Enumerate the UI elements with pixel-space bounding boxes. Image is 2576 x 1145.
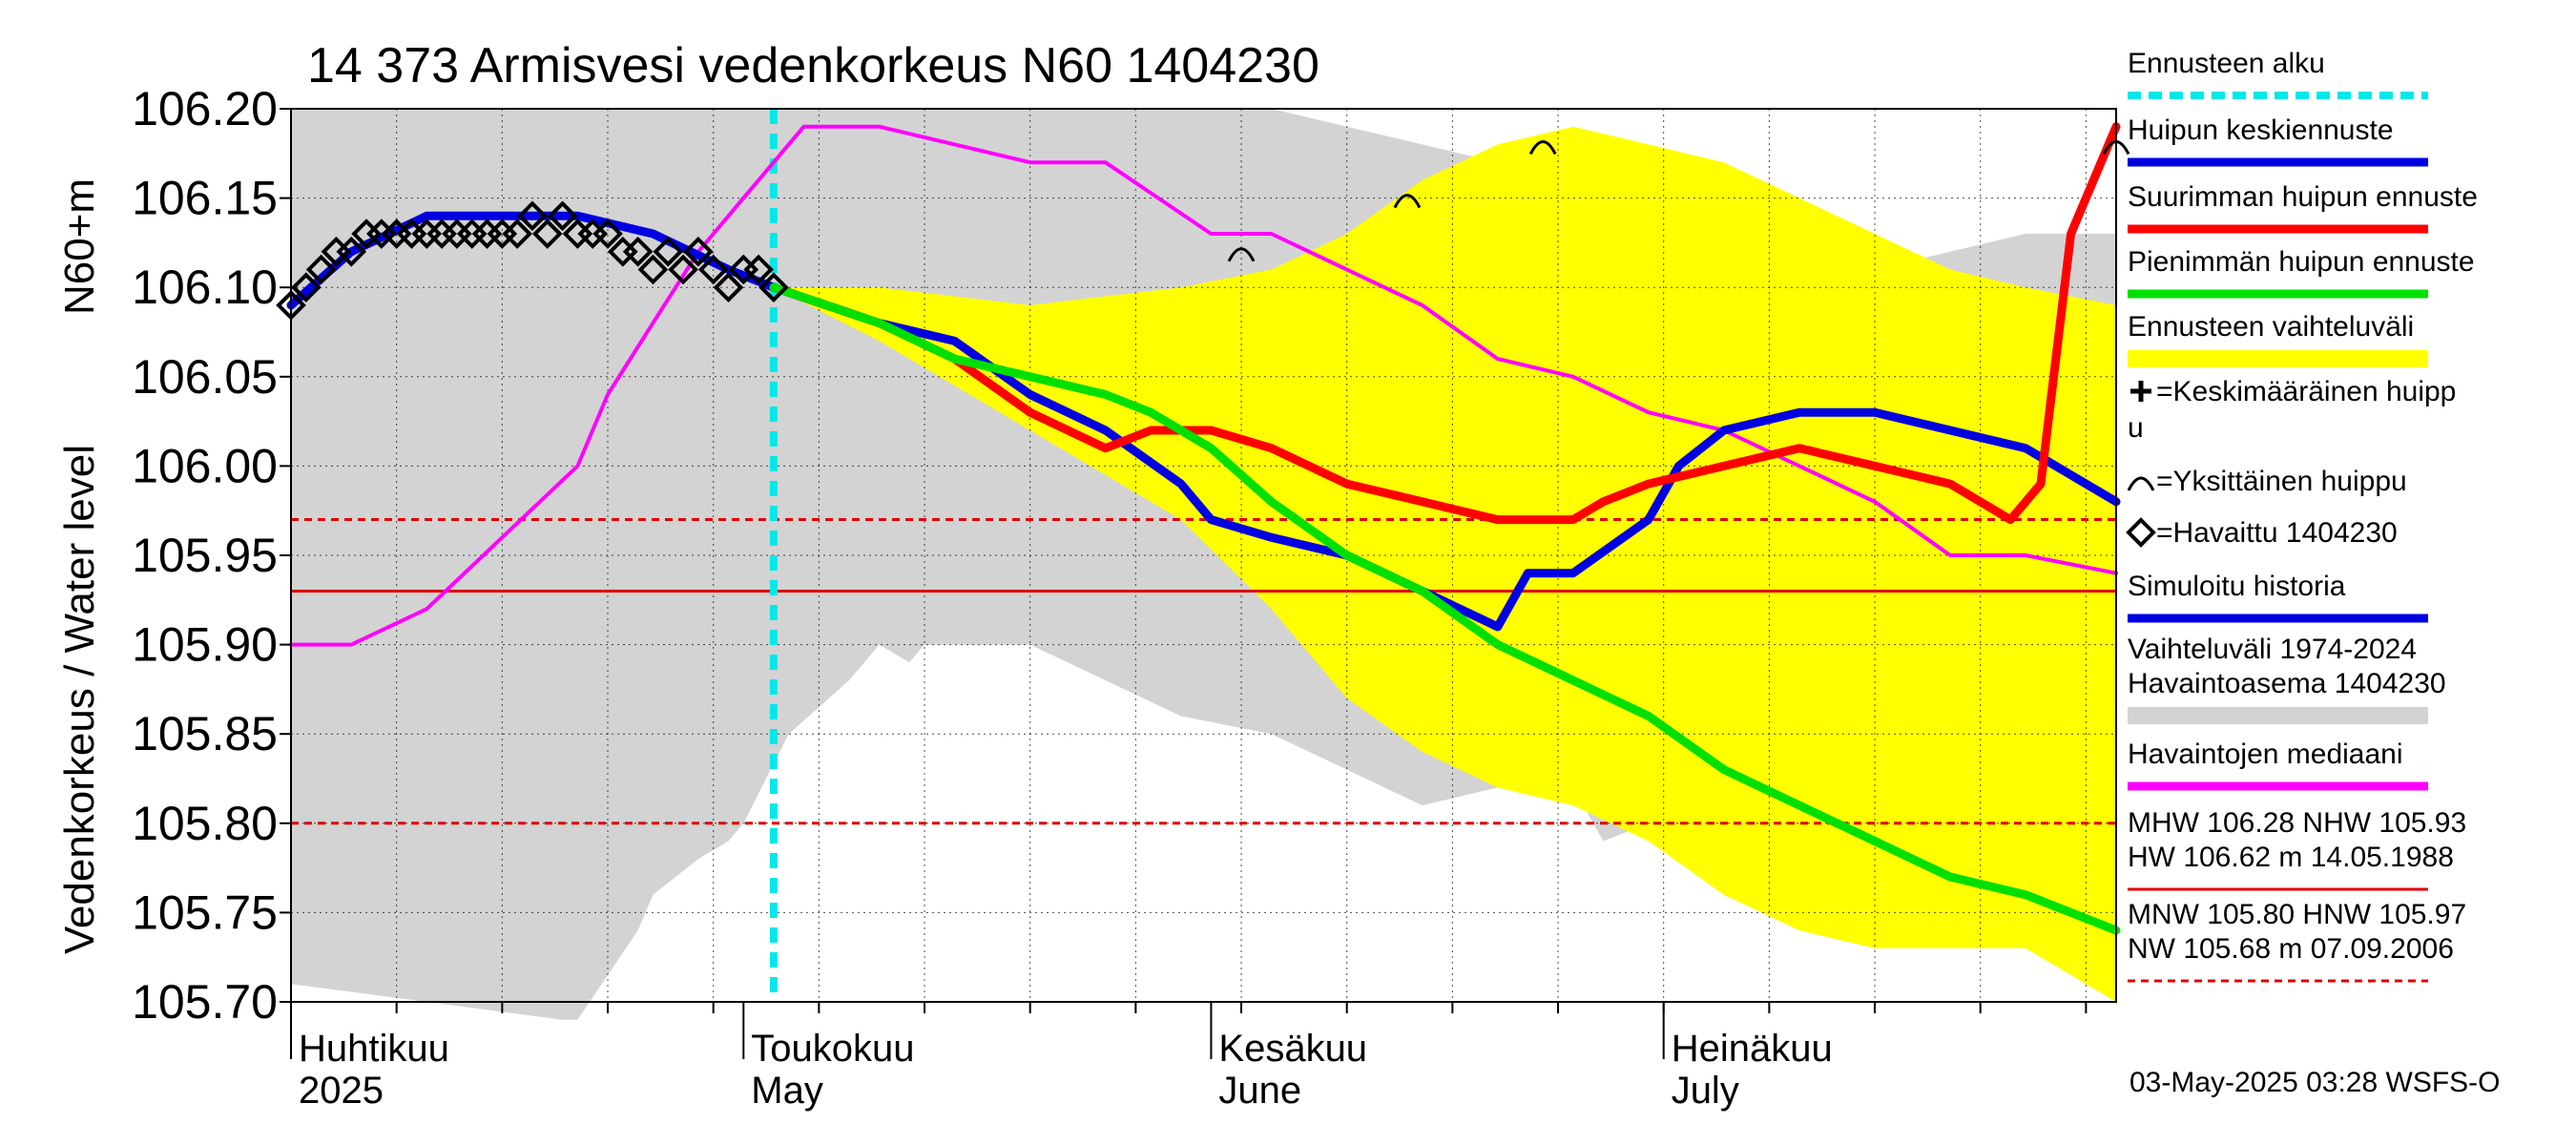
observed-point	[531, 219, 563, 249]
legend-label-cont: NW 105.68 m 07.09.2006	[2128, 933, 2454, 965]
legend-label: =Yksittäinen huippu	[2156, 466, 2407, 497]
observed-point	[502, 219, 532, 249]
legend-label: Ennusteen vaihteluväli	[2128, 311, 2414, 343]
chart-title: 14 373 Armisvesi vedenkorkeus N60 140423…	[307, 38, 1319, 94]
legend-label: Pienimmän huipun ennuste	[2128, 246, 2475, 278]
y-axis-unit: N60+m	[56, 178, 103, 315]
observed-point	[758, 272, 789, 303]
legend: Ennusteen alku Huipun keskiennuste Suurimm…	[2126, 48, 2478, 983]
observed-point	[668, 254, 698, 285]
legend-item: Pienimmän huipun ennuste	[2128, 246, 2475, 299]
observed-point	[697, 254, 729, 285]
individual-peak-marker	[1528, 139, 1557, 156]
footer-timestamp: 03-May-2025 03:28 WSFS-O	[2129, 1067, 2501, 1098]
y-tick-label: 105.90	[132, 618, 278, 672]
legend-label: Huipun keskiennuste	[2128, 114, 2394, 146]
y-tick-label: 106.05	[132, 350, 278, 404]
x-month-sublabel: June	[1218, 1070, 1301, 1112]
legend-label: =Havaittu 1404230	[2156, 517, 2398, 549]
forecast-range-band	[773, 126, 2116, 1002]
legend-label: MHW 106.28 NHW 105.93	[2128, 807, 2466, 839]
observed-point	[290, 272, 322, 303]
observed-point	[622, 236, 654, 267]
series-line	[769, 282, 2121, 935]
legend-item: =Keskimääräinen huipp u	[2128, 376, 2456, 444]
legend-item: Suurimman huipun ennuste	[2128, 181, 2478, 234]
observed-point	[305, 254, 337, 285]
arc-icon	[2127, 476, 2155, 491]
x-month-label: Heinäkuu	[1672, 1028, 1833, 1070]
legend-label: Suurimman huipun ennuste	[2128, 181, 2478, 213]
y-tick-label: 105.80	[132, 797, 278, 850]
legend-item: Ennusteen alku	[2128, 48, 2428, 99]
legend-item: Ennusteen vaihteluväli	[2128, 311, 2428, 367]
legend-label: =Keskimääräinen huipp	[2156, 376, 2456, 407]
observed-point	[653, 236, 684, 267]
observed-point	[592, 219, 623, 249]
legend-swatch	[2128, 350, 2428, 367]
diamond-icon	[2126, 517, 2156, 548]
x-month-sublabel: May	[751, 1070, 823, 1112]
observed-point	[547, 200, 578, 232]
legend-item: Havaintojen mediaani	[2128, 739, 2428, 791]
legend-label-cont: HW 106.62 m 14.05.1988	[2128, 842, 2454, 873]
x-month-label: Kesäkuu	[1218, 1028, 1367, 1070]
y-axis: 106.20 106.15 106.10 106.05 106.00 105.95 105.…	[132, 82, 291, 1029]
y-tick-label: 106.15	[132, 172, 278, 225]
y-tick-label: 105.95	[132, 529, 278, 582]
legend-label-cont: u	[2128, 412, 2144, 444]
legend-item: Vaihteluväli 1974-2024 Havaintoasema 140…	[2128, 634, 2446, 724]
legend-item: =Yksittäinen huippu	[2127, 466, 2407, 497]
legend-label-cont: Havaintoasema 1404230	[2128, 668, 2446, 699]
y-tick-label: 105.85	[132, 707, 278, 760]
observed-point	[713, 272, 744, 303]
y-tick-label: 106.00	[132, 439, 278, 492]
y-axis-label: Vedenkorkeus / Water level	[56, 445, 103, 954]
legend-label: Havaintojen mediaani	[2128, 739, 2403, 770]
x-month-sublabel: July	[1672, 1070, 1739, 1112]
legend-label: Ennusteen alku	[2128, 48, 2325, 79]
observed-point	[517, 200, 548, 232]
observed-point	[743, 254, 774, 285]
legend-item: Huipun keskiennuste	[2128, 114, 2428, 167]
y-tick-label: 106.10	[132, 260, 278, 314]
legend-item: Simuloitu historia	[2128, 571, 2428, 623]
x-month-label: Toukokuu	[751, 1028, 914, 1070]
plus-icon	[2130, 381, 2151, 402]
observed-point	[683, 236, 714, 267]
x-month-label: Huhtikuu	[299, 1028, 449, 1070]
legend-item: =Havaittu 1404230	[2126, 517, 2398, 549]
series-line	[769, 122, 2121, 525]
y-tick-label: 106.20	[132, 82, 278, 135]
legend-label: MNW 105.80 HNW 105.97	[2128, 899, 2466, 930]
legend-swatch	[2128, 707, 2428, 724]
legend-label: Vaihteluväli 1974-2024	[2128, 634, 2417, 665]
y-tick-label: 105.75	[132, 885, 278, 939]
plot-area: 106.20 106.15 106.10 106.05 106.00 105.95 105.…	[132, 82, 2130, 1112]
observed-point	[336, 236, 367, 267]
observed-point	[637, 254, 669, 285]
x-month-sublabel: 2025	[299, 1070, 384, 1112]
individual-peak-marker	[1393, 194, 1422, 209]
y-tick-label: 105.70	[132, 975, 278, 1029]
series-line	[769, 282, 2121, 632]
individual-peak-marker	[1227, 247, 1256, 262]
legend-label: Simuloitu historia	[2128, 571, 2346, 602]
